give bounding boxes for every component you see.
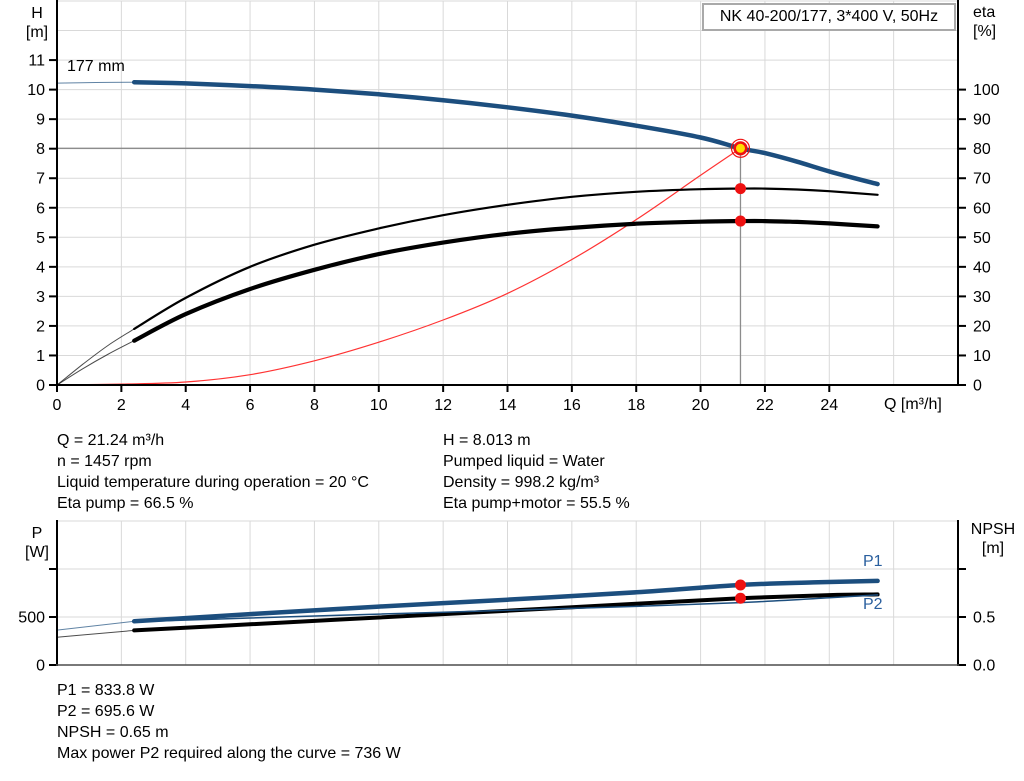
q-tick-label: 0 [53, 397, 62, 414]
h-tick-label: 11 [28, 53, 45, 70]
annotation-head: H = 8.013 m [443, 432, 531, 449]
eta-tick-label: 60 [973, 200, 991, 217]
q-tick-label: 22 [756, 397, 774, 414]
npsh-axis-label: NPSH [m] [970, 521, 1016, 557]
npsh-tick-label: 0.0 [973, 658, 995, 675]
q-tick-label: 14 [499, 397, 517, 414]
h-tick-label: 2 [36, 318, 45, 335]
p2-duty-dot [734, 592, 746, 604]
annotation-speed: n = 1457 rpm [57, 453, 152, 470]
annotation-max-power: Max power P2 required along the curve = … [57, 745, 401, 762]
p2-curve-lead [56, 629, 135, 638]
power-axis-label: P [W] [25, 525, 49, 561]
eta-pump-curve [133, 187, 879, 330]
eta-tick-label: 0 [973, 378, 982, 395]
h-tick-label: 1 [36, 348, 45, 365]
eta-pump-duty-dot [734, 183, 746, 195]
annotation-eta-pump: Eta pump = 66.5 % [57, 495, 194, 512]
q-tick-label: 24 [820, 397, 838, 414]
impeller-diameter-label: 177 mm [67, 58, 125, 75]
p2-curve-label: P2 [863, 596, 883, 613]
eta-tick-label: 30 [973, 289, 991, 306]
duty-annotations-left: Q = 21.24 m³/h n = 1457 rpm Liquid tempe… [57, 430, 369, 514]
annotation-temperature: Liquid temperature during operation = 20… [57, 474, 369, 491]
h-tick-label: 5 [36, 230, 45, 247]
eta-pump-motor-curve [132, 218, 880, 343]
h-tick-label: 0 [36, 378, 45, 395]
p1-curve-label: P1 [863, 553, 883, 570]
annotation-p2: P2 = 695.6 W [57, 703, 155, 720]
duty-point-ring [730, 138, 751, 158]
npsh-tick-label: 0.5 [973, 610, 995, 627]
head-axis-label: H [m] [25, 5, 49, 41]
power-annotations: P1 = 833.8 W P2 = 695.6 W NPSH = 0.65 m … [57, 680, 401, 764]
eta-tick-label: 70 [973, 171, 991, 188]
eta-tick-label: 10 [973, 348, 991, 365]
duty-annotations-right: H = 8.013 m Pumped liquid = Water Densit… [443, 430, 630, 514]
q-tick-label: 2 [117, 397, 126, 414]
q-tick-label: 4 [181, 397, 190, 414]
head-curve-lead [56, 81, 135, 84]
q-tick-label: 8 [310, 397, 319, 414]
q-tick-label: 6 [246, 397, 255, 414]
eta-tick-label: 100 [973, 82, 1000, 99]
system-curve [56, 147, 742, 386]
power-chart: 0 500 0.0 0.5 [18, 520, 995, 675]
head-curve [131, 79, 880, 187]
flow-axis-label: Q [m³/h] [884, 396, 942, 413]
h-tick-label: 9 [36, 112, 45, 129]
h-tick-label: 7 [36, 171, 45, 188]
duty-point-marker [733, 141, 748, 156]
p-tick-label: 500 [18, 610, 45, 627]
eta-tick-label: 50 [973, 230, 991, 247]
eta-pump-motor-curve-lead [56, 340, 135, 386]
h-tick-label: 10 [27, 82, 45, 99]
eta-pump-motor-duty-dot [734, 215, 746, 227]
annotation-eta-pump-motor: Eta pump+motor = 55.5 % [443, 495, 630, 512]
npsh-curve [133, 594, 879, 623]
eta-tick-label: 80 [973, 141, 991, 158]
p1-duty-dot [734, 579, 746, 591]
h-tick-label: 6 [36, 200, 45, 217]
q-tick-label: 12 [434, 397, 452, 414]
annotation-npsh: NPSH = 0.65 m [57, 724, 169, 741]
eta-pump-curve-lead [56, 328, 135, 386]
annotation-p1: P1 = 833.8 W [57, 682, 155, 699]
h-tick-label: 4 [36, 259, 45, 276]
p1-curve [131, 578, 880, 624]
q-tick-label: 20 [692, 397, 710, 414]
eta-tick-label: 90 [973, 112, 991, 129]
h-tick-label: 8 [36, 141, 45, 158]
eta-tick-label: 20 [973, 318, 991, 335]
h-tick-label: 3 [36, 289, 45, 306]
pump-title-box: NK 40-200/177, 3*400 V, 50Hz [702, 3, 956, 31]
q-tick-label: 10 [370, 397, 388, 414]
annotation-liquid: Pumped liquid = Water [443, 453, 605, 470]
p-tick-label: 0 [36, 658, 45, 675]
q-tick-label: 16 [563, 397, 581, 414]
eta-tick-label: 40 [973, 259, 991, 276]
q-tick-label: 18 [627, 397, 645, 414]
annotation-density: Density = 998.2 kg/m³ [443, 474, 600, 491]
p1-curve-lead [56, 620, 135, 631]
eta-axis-label: eta [%] [973, 4, 997, 40]
annotation-flow: Q = 21.24 m³/h [57, 432, 165, 449]
